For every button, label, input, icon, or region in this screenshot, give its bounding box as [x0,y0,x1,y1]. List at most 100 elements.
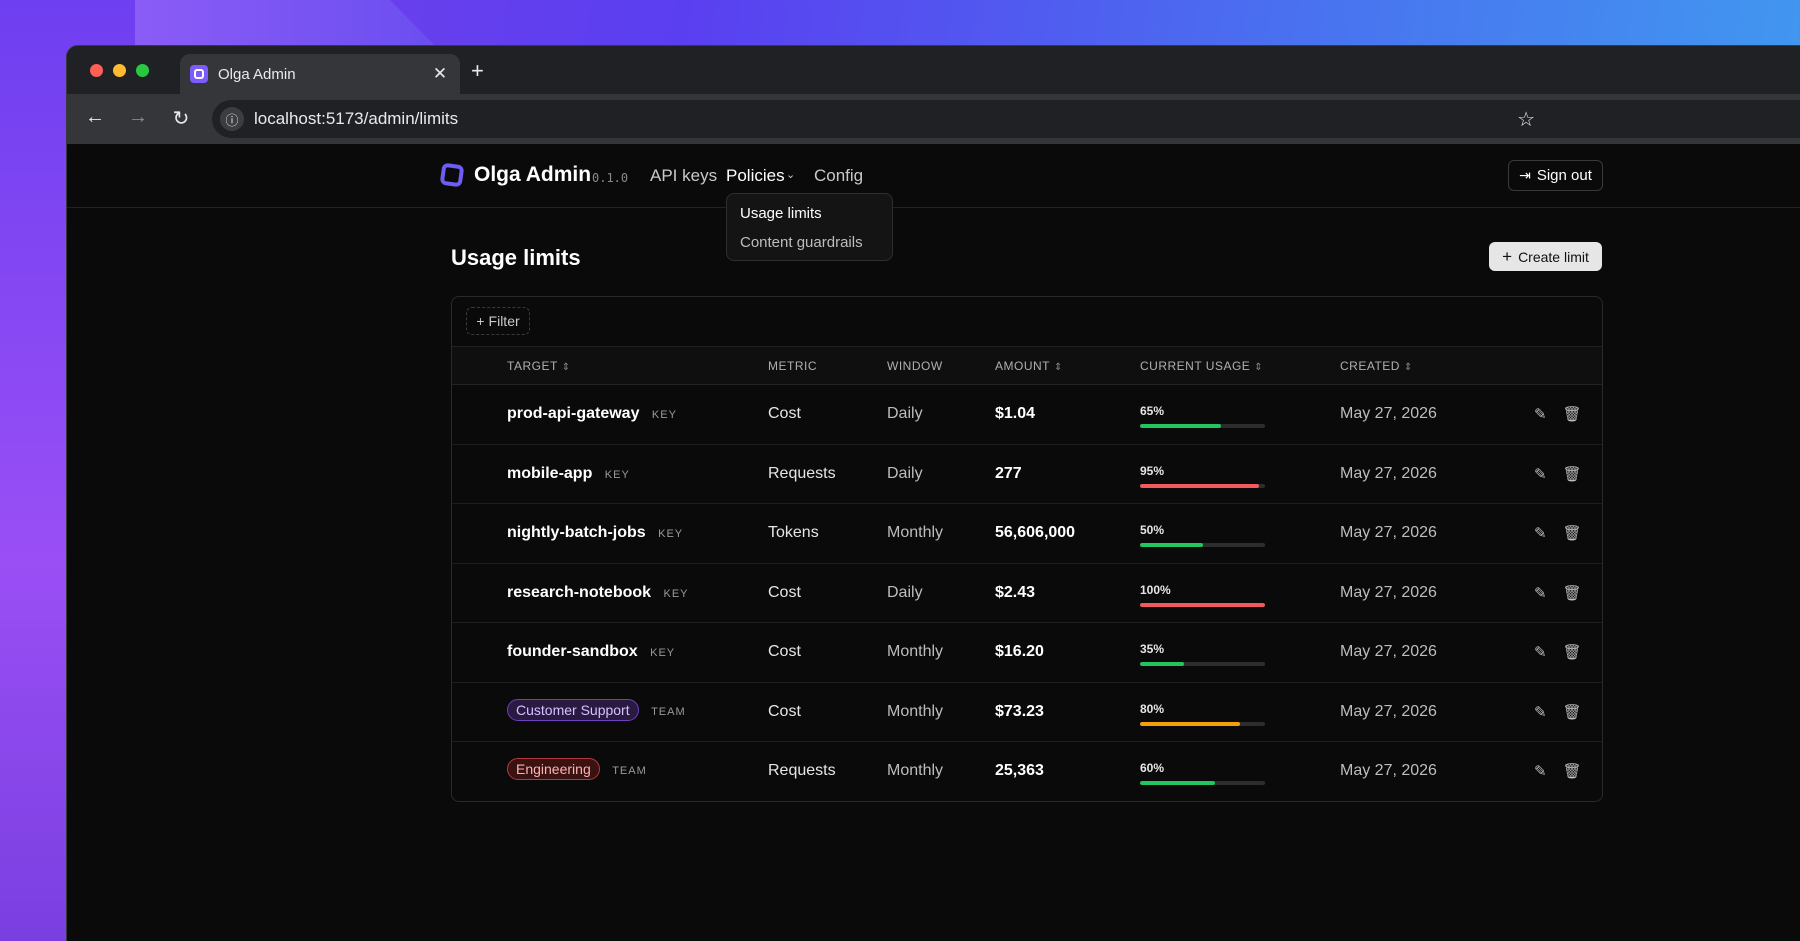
target-cell[interactable]: mobile-app KEY [507,465,630,483]
trash-icon[interactable]: 🗑 [1562,703,1582,721]
nav-policies[interactable]: Policies [726,166,785,185]
window-cell: Daily [887,583,923,601]
close-tab-icon[interactable]: ✕ [432,64,448,83]
metric-cell: Requests [768,464,836,482]
target-cell[interactable]: nightly-batch-jobs KEY [507,524,683,542]
app-header: Olga Admin 0.1.0 API keys Policies ⌄ Con… [67,144,1800,261]
table-row[interactable]: prod-api-gateway KEY Cost Daily $1.04 65… [452,385,1602,445]
target-name: prod-api-gateway [507,405,640,422]
column-target-label: TARGET [507,359,558,373]
column-created-label: CREATED [1340,359,1400,373]
target-name: founder-sandbox [507,643,638,660]
sort-icon[interactable]: ⇕ [1054,362,1063,373]
sort-icon[interactable]: ⇕ [1403,362,1413,373]
minimize-window-button[interactable] [113,64,126,77]
usage-bar [1140,424,1265,428]
pencil-icon[interactable]: ✎ [1534,703,1547,721]
trash-icon[interactable]: 🗑 [1562,465,1582,483]
table-row[interactable]: mobile-app KEY Requests Daily 277 95% Ma… [452,445,1602,504]
row-actions: ✎ 🗑 [1534,524,1582,542]
table-row[interactable]: Engineering TEAM Requests Monthly 25,363… [452,742,1602,801]
usage-bar-fill [1140,721,1240,726]
maximize-window-button[interactable] [136,64,149,77]
nav-api-keys[interactable]: API keys [650,166,718,185]
app-root: Olga Admin 0.1.0 API keys Policies ⌄ Con… [67,144,1800,941]
target-kind-label: KEY [663,587,689,600]
back-icon[interactable]: ← [85,106,105,128]
forward-icon[interactable]: → [128,106,148,128]
pencil-icon[interactable]: ✎ [1534,644,1547,661]
usage-bar-fill [1140,602,1265,607]
close-window-button[interactable] [90,64,103,77]
created-cell: May 27, 2026 [1340,405,1437,422]
table-row[interactable]: research-notebook KEY Cost Daily $2.43 1… [452,564,1602,623]
pencil-icon[interactable]: ✎ [1534,465,1547,483]
pencil-icon[interactable]: ✎ [1534,763,1547,780]
chevron-down-icon[interactable]: ⌄ [786,169,796,181]
trash-icon[interactable]: 🗑 [1562,584,1582,602]
table-row[interactable]: nightly-batch-jobs KEY Tokens Monthly 56… [452,504,1602,564]
usage-bar [1140,483,1265,488]
usage-cell: 35% [1140,642,1265,666]
sort-icon[interactable]: ⇕ [561,362,571,373]
usage-cell: 95% [1140,464,1265,488]
metric-cell: Cost [768,643,801,660]
browser-window: Olga Admin ✕ + ← → ↻ ⓘ localhost:5173/ad… [66,45,1800,941]
dropdown-item-content-guardrails[interactable]: Content guardrails [740,234,863,251]
created-cell: May 27, 2026 [1340,762,1437,779]
created-cell: May 27, 2026 [1340,702,1437,720]
create-limit-label: Create limit [1518,248,1589,265]
metric-cell: Requests [768,762,836,779]
url-text: localhost:5173/admin/limits [254,109,459,128]
sign-out-button[interactable]: ⇥ Sign out [1508,160,1603,191]
browser-tab[interactable]: Olga Admin ✕ [180,54,460,94]
table-row[interactable]: Customer Support TEAM Cost Monthly $73.2… [452,683,1602,742]
window-cell: Monthly [887,702,944,720]
pencil-icon[interactable]: ✎ [1534,525,1547,542]
created-cell: May 27, 2026 [1340,583,1437,601]
create-limit-button[interactable]: + Create limit [1489,242,1602,271]
target-kind-label: KEY [651,409,677,421]
address-bar[interactable]: ⓘ localhost:5173/admin/limits [212,100,1800,138]
usage-bar-fill [1140,483,1259,488]
plus-icon: + [1502,246,1513,266]
pencil-icon[interactable]: ✎ [1534,406,1547,423]
usage-cell: 50% [1140,523,1265,547]
trash-icon[interactable]: 🗑 [1562,525,1582,542]
filter-button[interactable]: + Filter [466,307,530,335]
column-created[interactable]: CREATED ⇕ [1340,359,1413,373]
target-cell[interactable]: prod-api-gateway KEY [507,405,677,423]
usage-cell: 60% [1140,761,1265,785]
target-cell[interactable]: research-notebook KEY [507,584,689,602]
window-controls [90,64,149,77]
pencil-icon[interactable]: ✎ [1534,584,1547,602]
bookmark-star-icon[interactable]: ☆ [1517,108,1535,131]
usage-percent: 95% [1140,463,1165,478]
info-icon[interactable]: ⓘ [220,107,244,131]
usage-cell: 80% [1140,702,1265,726]
sort-icon[interactable]: ⇕ [1254,362,1264,373]
brand-name[interactable]: Olga Admin [474,163,592,186]
dropdown-item-usage-limits[interactable]: Usage limits [740,205,822,222]
metric-cell: Cost [768,583,801,601]
table-row[interactable]: founder-sandbox KEY Cost Monthly $16.20 … [452,623,1602,683]
table-header: TARGET ⇕ METRIC WINDOW AMOUNT ⇕ CURRENT US… [452,347,1602,385]
amount-cell: 25,363 [995,762,1044,779]
new-tab-button[interactable]: + [471,58,484,83]
row-actions: ✎ 🗑 [1534,762,1582,780]
target-cell[interactable]: Customer Support TEAM [507,698,686,721]
usage-percent: 80% [1140,701,1165,716]
target-cell[interactable]: Engineering TEAM [507,758,647,780]
target-cell[interactable]: founder-sandbox KEY [507,643,675,661]
column-amount[interactable]: AMOUNT ⇕ [995,359,1063,373]
reload-icon[interactable]: ↻ [172,108,190,130]
trash-icon[interactable]: 🗑 [1562,644,1582,661]
team-badge: Engineering [507,758,600,780]
column-target[interactable]: TARGET ⇕ [507,359,571,373]
column-metric: METRIC [768,359,817,373]
trash-icon[interactable]: 🗑 [1562,406,1582,423]
target-kind-label: TEAM [651,705,686,718]
column-current-usage[interactable]: CURRENT USAGE ⇕ [1140,359,1263,373]
nav-config[interactable]: Config [814,166,864,185]
trash-icon[interactable]: 🗑 [1562,763,1582,780]
